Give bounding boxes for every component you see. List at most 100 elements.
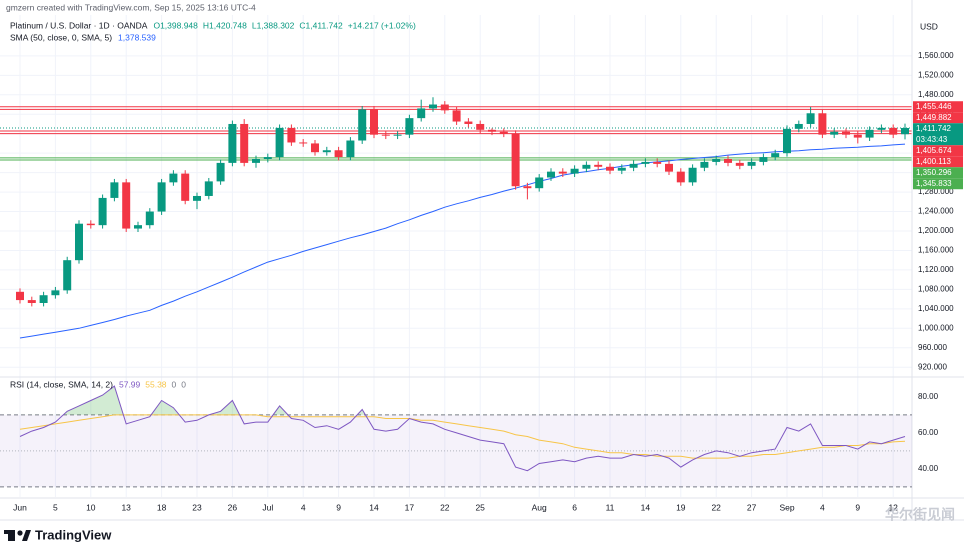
- x-tick-label: 5: [53, 502, 58, 512]
- x-tick-label: 22: [440, 502, 450, 512]
- y-tick-label: 1,520.000: [918, 70, 954, 79]
- candle-body: [653, 161, 662, 164]
- candle-body: [311, 143, 319, 153]
- candle-body: [476, 123, 485, 130]
- y-tick-label: 1,560.000: [918, 51, 954, 60]
- ohlc-value: L1,388.302: [252, 20, 295, 30]
- candle-body: [370, 109, 378, 135]
- y-tick-label: 60.00: [918, 428, 939, 437]
- ohlc-value: O1,398.948: [153, 20, 198, 30]
- candle-body: [771, 153, 780, 158]
- sma-value: 1,378.539: [118, 32, 156, 42]
- candle-body: [547, 171, 555, 178]
- price-label-box: [913, 156, 963, 168]
- candle-body: [405, 118, 414, 135]
- overbought-fill: [63, 386, 366, 415]
- x-tick-label: 23: [192, 502, 202, 512]
- x-tick-label: 14: [369, 502, 379, 512]
- candle-body: [865, 129, 874, 138]
- candle-body: [358, 109, 367, 141]
- candle-body: [393, 134, 402, 136]
- candle-body: [464, 121, 473, 124]
- logo-shape: [4, 530, 15, 534]
- sma-line: [19, 143, 906, 339]
- candle-body: [853, 134, 862, 138]
- candle-body: [169, 173, 178, 183]
- candle-body: [287, 127, 296, 143]
- candle-body: [193, 195, 201, 201]
- x-tick-label: 9: [855, 502, 860, 512]
- x-tick-label: 25: [475, 502, 485, 512]
- candle-body: [676, 171, 685, 183]
- y-tick-label: 1,080.000: [918, 284, 954, 293]
- ohlc-value: C1,411.742: [299, 20, 343, 30]
- candle-body: [712, 159, 721, 162]
- candle-body: [228, 123, 237, 163]
- y-tick-label: 1,280.000: [918, 187, 954, 196]
- candle-body: [204, 181, 213, 196]
- y-tick-label: 1,120.000: [918, 265, 954, 274]
- axis-unit: USD: [920, 21, 938, 31]
- candle-body: [440, 104, 449, 111]
- candle-body: [818, 113, 827, 135]
- price-label: 1,350.296: [916, 168, 952, 177]
- candle-body: [39, 295, 48, 303]
- x-tick-label: 17: [405, 502, 415, 512]
- brand: TradingView: [35, 527, 112, 542]
- candle-body: [700, 161, 709, 168]
- x-tick-label: Sep: [779, 502, 794, 512]
- y-tick-label: 1,480.000: [918, 90, 954, 99]
- candle-body: [877, 127, 886, 130]
- candle-body: [641, 161, 650, 164]
- candle-body: [429, 104, 437, 109]
- price-label: 1,449.882: [916, 113, 952, 122]
- candle-body: [346, 140, 355, 158]
- rsi-line: [19, 385, 906, 472]
- rsi-value: 57.99: [119, 379, 141, 389]
- rsi-ma-value: 55.38: [145, 379, 167, 389]
- price-label: 1,455.446: [916, 102, 952, 111]
- layers: 920.000960.0001,000.0001,040.0001,080.00…: [0, 0, 964, 521]
- price-label-box: [913, 123, 963, 146]
- candle-body: [488, 129, 496, 132]
- logo-shape: [22, 530, 31, 541]
- candle-body: [27, 300, 36, 303]
- candle-body: [134, 225, 142, 229]
- x-tick-label: 14: [641, 502, 651, 512]
- price-label-box: [913, 178, 963, 190]
- candle-body: [322, 150, 331, 153]
- candle-body: [842, 131, 850, 135]
- y-tick-label: 960.000: [918, 343, 947, 352]
- price-label: 03:43:43: [916, 135, 948, 144]
- candle-body: [157, 182, 166, 212]
- x-tick-label: 22: [711, 502, 721, 512]
- candle-body: [688, 167, 697, 183]
- x-tick-label: 27: [747, 502, 757, 512]
- candle-body: [16, 291, 24, 301]
- rsi-line: [19, 414, 906, 459]
- x-tick-label: Jul: [262, 502, 273, 512]
- candle-body: [794, 123, 803, 129]
- candle-body: [511, 133, 520, 187]
- candle-body: [806, 113, 815, 124]
- candle-body: [535, 177, 544, 189]
- y-tick-label: 40.00: [918, 464, 939, 473]
- candle-body: [122, 182, 131, 229]
- sma-legend: SMA (50, close, 0, SMA, 5): [10, 32, 112, 42]
- candle-body: [735, 162, 744, 166]
- candle-body: [665, 163, 673, 172]
- x-tick-label: 19: [676, 502, 686, 512]
- candle-body: [63, 260, 72, 291]
- candle-body: [452, 110, 461, 122]
- logo-shape: [17, 530, 23, 536]
- x-tick-label: 11: [606, 502, 615, 512]
- candle-body: [830, 131, 839, 135]
- candle-body: [582, 164, 591, 169]
- candle-body: [629, 163, 638, 168]
- candle-body: [889, 127, 898, 135]
- candle-body: [724, 159, 732, 163]
- x-tick-label: 4: [301, 502, 306, 512]
- candle-body: [181, 173, 190, 201]
- candle-body: [417, 108, 426, 119]
